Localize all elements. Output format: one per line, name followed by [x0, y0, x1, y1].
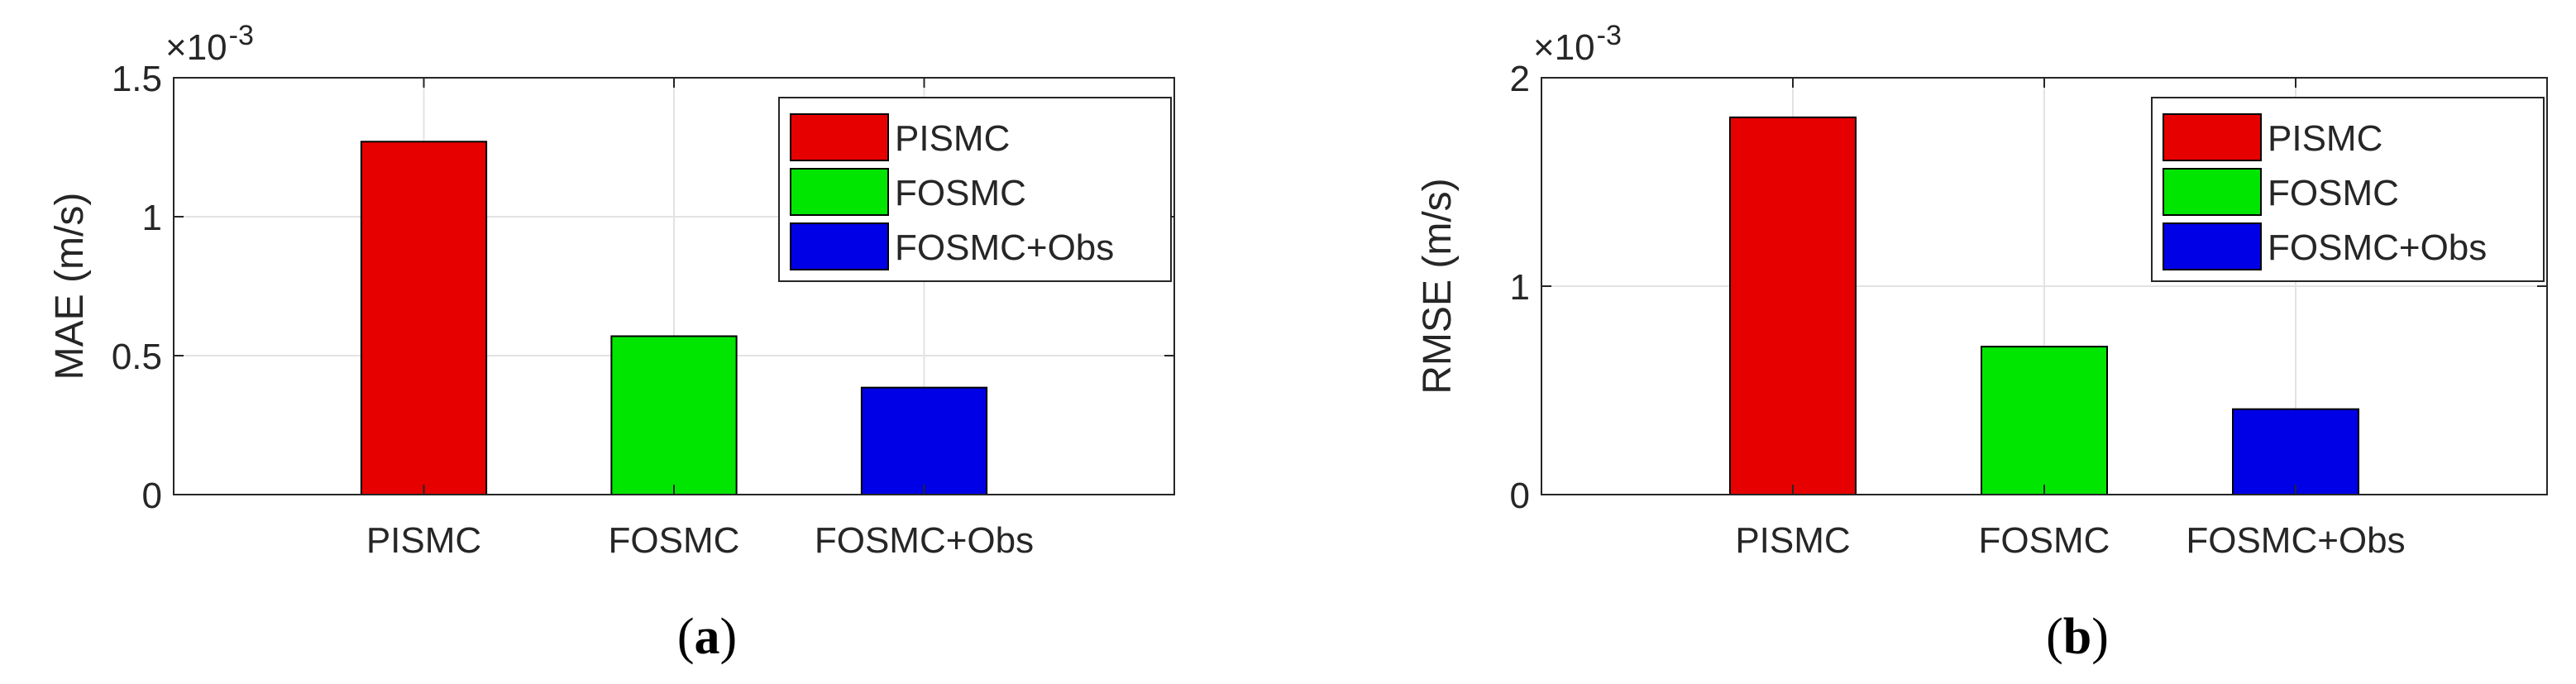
axes-frame	[173, 77, 1175, 495]
y-tick-label: 0	[142, 476, 162, 516]
axes-frame	[1541, 77, 2548, 495]
x-tick-label: PISMC	[1735, 520, 1850, 561]
y-axis-label: RMSE (m/s)	[1416, 178, 1460, 394]
bar	[1729, 116, 1857, 495]
legend-label: PISMC	[895, 118, 1010, 159]
bar	[2232, 408, 2359, 495]
caption-letter: b	[2063, 609, 2091, 665]
y-tick-label: 1.5	[112, 59, 162, 99]
legend-label: PISMC	[2268, 118, 2382, 159]
x-tick-label: FOSMC	[609, 520, 740, 561]
legend-label: FOSMC	[895, 173, 1026, 213]
y-tick-label: 0	[1510, 476, 1530, 516]
bar	[1981, 346, 2108, 495]
caption-letter: a	[695, 609, 720, 665]
x-tick-label: FOSMC+Obs	[2186, 520, 2405, 561]
caption: (b)	[2046, 609, 2109, 665]
caption-paren: (	[677, 609, 695, 665]
y-tick-label: 2	[1510, 59, 1530, 99]
y-tick-label: 0.5	[112, 337, 162, 377]
bar	[360, 141, 488, 495]
y-multiplier: ×10	[165, 27, 227, 68]
legend-swatch	[790, 113, 889, 161]
caption-paren: )	[2091, 609, 2109, 665]
legend-swatch	[790, 168, 889, 216]
x-tick-label: FOSMC+Obs	[815, 520, 1034, 561]
y-multiplier-exponent: -3	[1597, 20, 1622, 51]
legend-label: FOSMC	[2268, 173, 2399, 213]
chart: 0 0.5 1 1.5 PISMC FOSMC FOSMC+Obs MAE (m/s) ×10-…	[48, 20, 1175, 665]
y-multiplier-exponent: -3	[229, 20, 254, 51]
legend-swatch	[2163, 168, 2262, 216]
legend-label: FOSMC+Obs	[895, 227, 1114, 268]
legend-swatch	[2163, 113, 2262, 161]
caption: (a)	[677, 609, 737, 665]
legend-label: FOSMC+Obs	[2268, 227, 2487, 268]
x-tick-label: PISMC	[366, 520, 481, 561]
bar	[860, 386, 988, 496]
chart: 0 1 2 PISMC FOSMC FOSMC+Obs RMSE (m/s) ×10 -3 PIS…	[1416, 20, 2548, 665]
y-multiplier: ×10	[1533, 27, 1595, 68]
caption-paren: )	[720, 609, 738, 665]
bar	[610, 335, 738, 496]
x-tick-label: FOSMC	[1979, 520, 2110, 561]
legend-swatch	[790, 222, 889, 270]
y-tick-label: 1	[1510, 267, 1530, 308]
y-axis-label: MAE (m/s)	[48, 193, 92, 380]
legend-swatch	[2163, 222, 2262, 270]
y-tick-label: 1	[142, 198, 162, 238]
caption-paren: (	[2046, 609, 2063, 665]
